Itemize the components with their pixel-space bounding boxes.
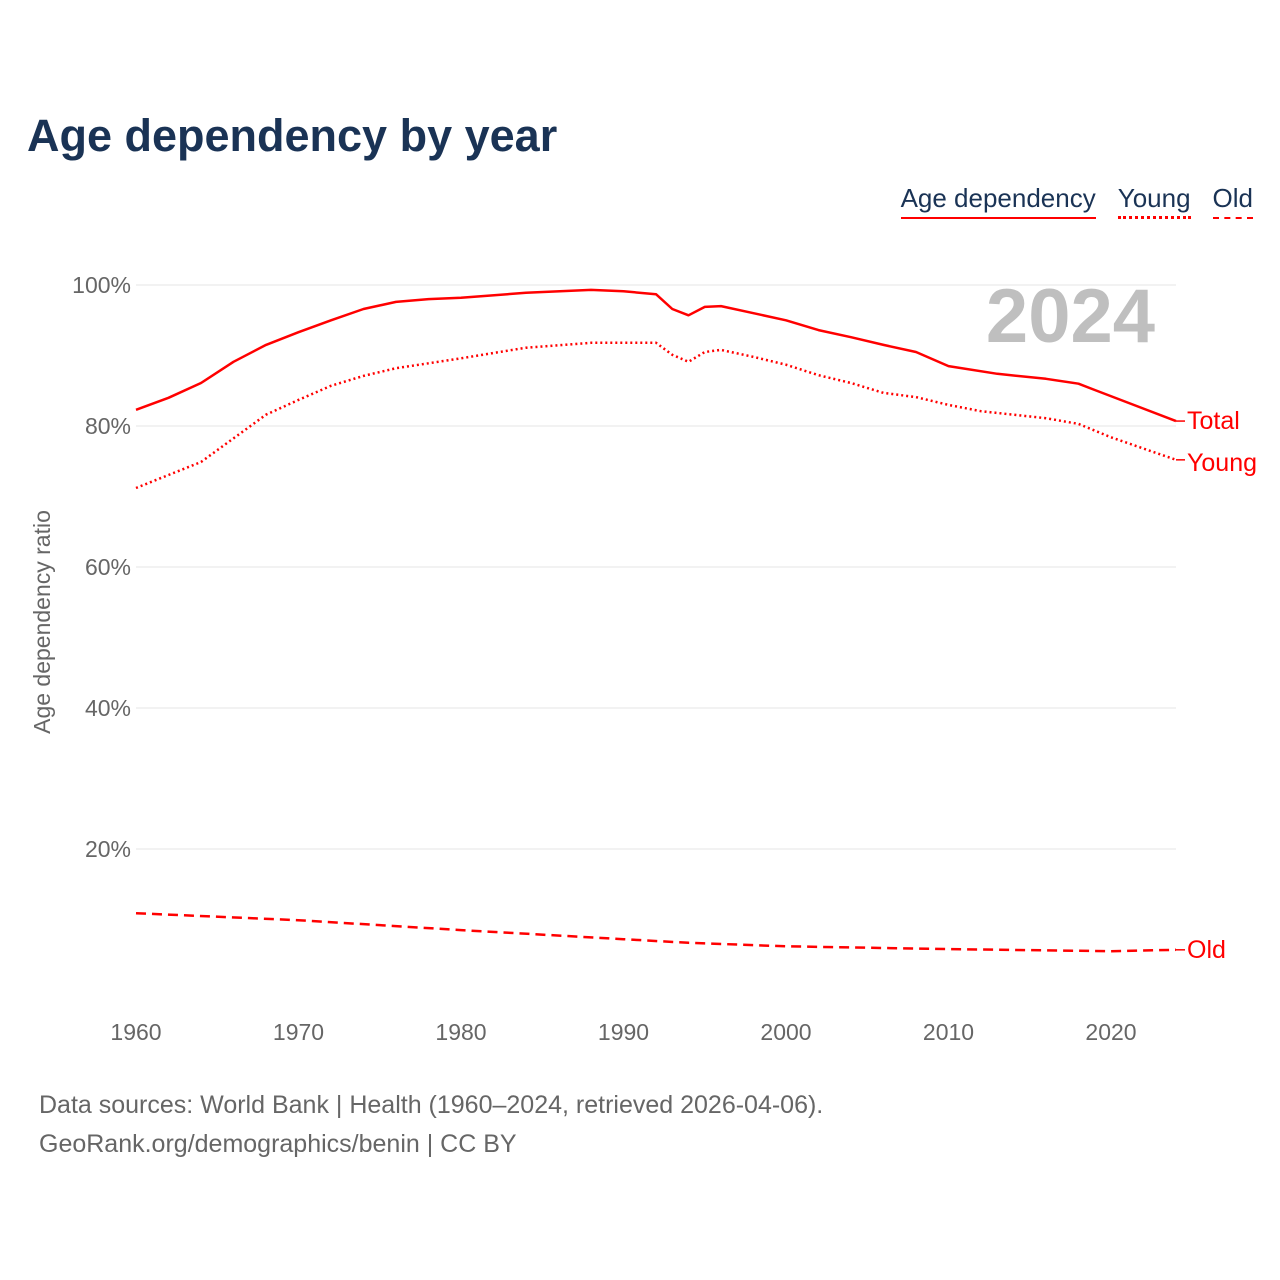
footer-link[interactable]: GeoRank.org/demographics/benin | CC BY — [39, 1130, 517, 1158]
legend-item-old[interactable]: Old — [1212, 183, 1253, 219]
y-tick-label: 100% — [72, 272, 131, 298]
y-tick-label: 40% — [85, 695, 131, 721]
x-tick-label: 1970 — [273, 1019, 324, 1045]
legend-item-age-dependency[interactable]: Age dependency — [900, 183, 1096, 219]
series-label-young: Young — [1187, 449, 1257, 477]
legend-item-young[interactable]: Young — [1117, 183, 1191, 219]
series-label-total: Total — [1187, 407, 1240, 435]
legend: Age dependency Young Old — [900, 183, 1253, 219]
x-tick-label: 1960 — [110, 1019, 161, 1045]
x-tick-label: 2020 — [1085, 1019, 1136, 1045]
y-tick-label: 20% — [85, 836, 131, 862]
x-tick-label: 1990 — [598, 1019, 649, 1045]
series-line-total — [135, 288, 1177, 423]
series-line-old — [135, 911, 1177, 953]
chart-title: Age dependency by year — [27, 110, 558, 161]
y-tick-label: 80% — [85, 413, 131, 439]
series-label-old: Old — [1187, 936, 1226, 964]
x-tick-label: 2000 — [760, 1019, 811, 1045]
y-axis-label: Age dependency ratio — [29, 510, 55, 734]
series-line-young — [135, 341, 1177, 490]
x-tick-label: 2010 — [923, 1019, 974, 1045]
x-tick-label: 1980 — [435, 1019, 486, 1045]
year-label: 2024 — [986, 274, 1155, 359]
footer-sources: Data sources: World Bank | Health (1960–… — [39, 1091, 824, 1119]
y-tick-label: 60% — [85, 554, 131, 580]
footer: Data sources: World Bank | Health (1960–… — [39, 1086, 823, 1164]
